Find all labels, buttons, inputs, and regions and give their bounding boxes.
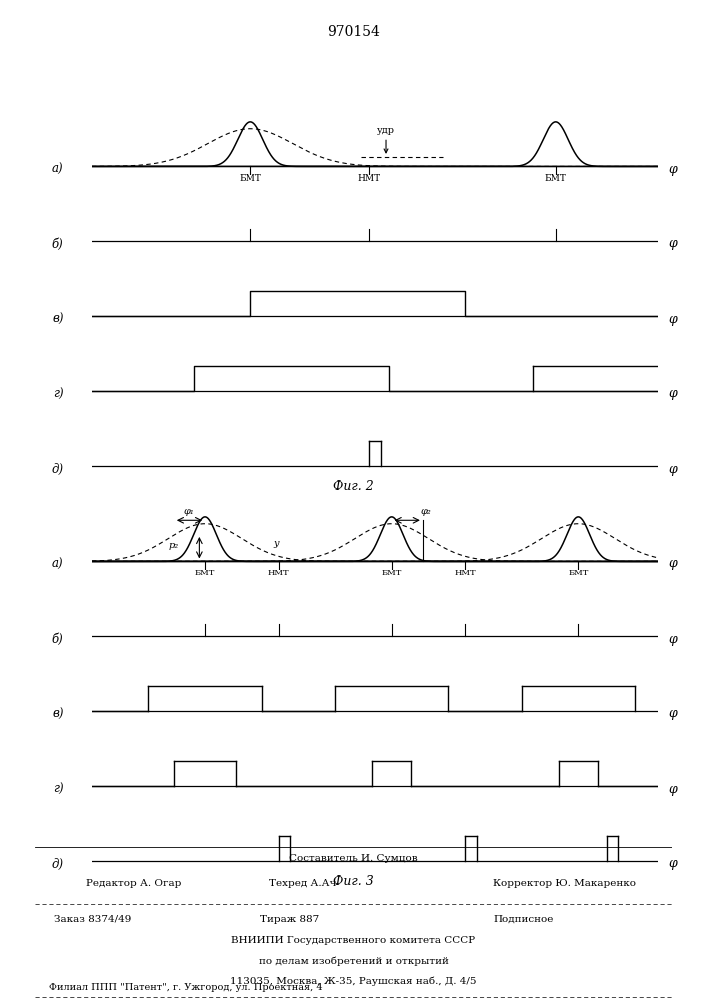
Text: б): б) [52,633,64,646]
Text: φ: φ [669,463,677,476]
Text: 970154: 970154 [327,25,380,39]
Text: б): б) [52,237,64,250]
Text: φ: φ [669,558,677,570]
Text: Фиг. 3: Фиг. 3 [333,875,374,888]
Text: φ: φ [669,387,677,400]
Text: у: у [273,539,279,548]
Text: в): в) [52,312,64,326]
Text: БМТ: БМТ [382,569,402,577]
Text: Фиг. 2: Фиг. 2 [333,480,374,493]
Text: по делам изобретений и открытий: по делам изобретений и открытий [259,957,448,966]
Text: Заказ 8374/49: Заказ 8374/49 [54,915,132,924]
Text: Составитель И. Сумцов: Составитель И. Сумцов [289,854,418,863]
Text: Техред А.Ач: Техред А.Ач [269,879,337,888]
Text: ВНИИПИ Государственного комитета СССР: ВНИИПИ Государственного комитета СССР [231,936,476,945]
Text: 113035, Москва, Ж-35, Раушская наб., Д. 4/5: 113035, Москва, Ж-35, Раушская наб., Д. … [230,977,477,986]
Text: φ: φ [669,162,677,176]
Text: φ: φ [669,782,677,796]
Text: φ: φ [669,312,677,326]
Text: д): д) [52,463,64,476]
Text: φ: φ [669,857,677,870]
Text: НМТ: НМТ [455,569,476,577]
Text: Корректор Ю. Макаренко: Корректор Ю. Макаренко [493,879,636,888]
Text: а): а) [52,162,64,176]
Text: Подписное: Подписное [493,915,554,924]
Text: φ₁: φ₁ [184,507,194,516]
Text: φ: φ [669,237,677,250]
Text: г): г) [53,782,64,796]
Text: φ₂: φ₂ [420,507,431,516]
Text: НМТ: НМТ [358,174,380,183]
Text: Редактор А. Огар: Редактор А. Огар [86,879,182,888]
Text: Тираж 887: Тираж 887 [260,915,320,924]
Text: удр: удр [377,126,395,153]
Text: д): д) [52,857,64,870]
Text: р₂: р₂ [169,541,179,550]
Text: БМТ: БМТ [240,174,261,183]
Text: Филиал ППП "Патент", г. Ужгород, ул. Проектная, 4: Филиал ППП "Патент", г. Ужгород, ул. Про… [49,983,323,992]
Text: φ: φ [669,708,677,720]
Text: а): а) [52,558,64,570]
Text: φ: φ [669,633,677,646]
Text: БМТ: БМТ [568,569,588,577]
Text: БМТ: БМТ [195,569,215,577]
Text: г): г) [53,387,64,400]
Text: НМТ: НМТ [268,569,289,577]
Text: БМТ: БМТ [545,174,566,183]
Text: в): в) [52,708,64,720]
